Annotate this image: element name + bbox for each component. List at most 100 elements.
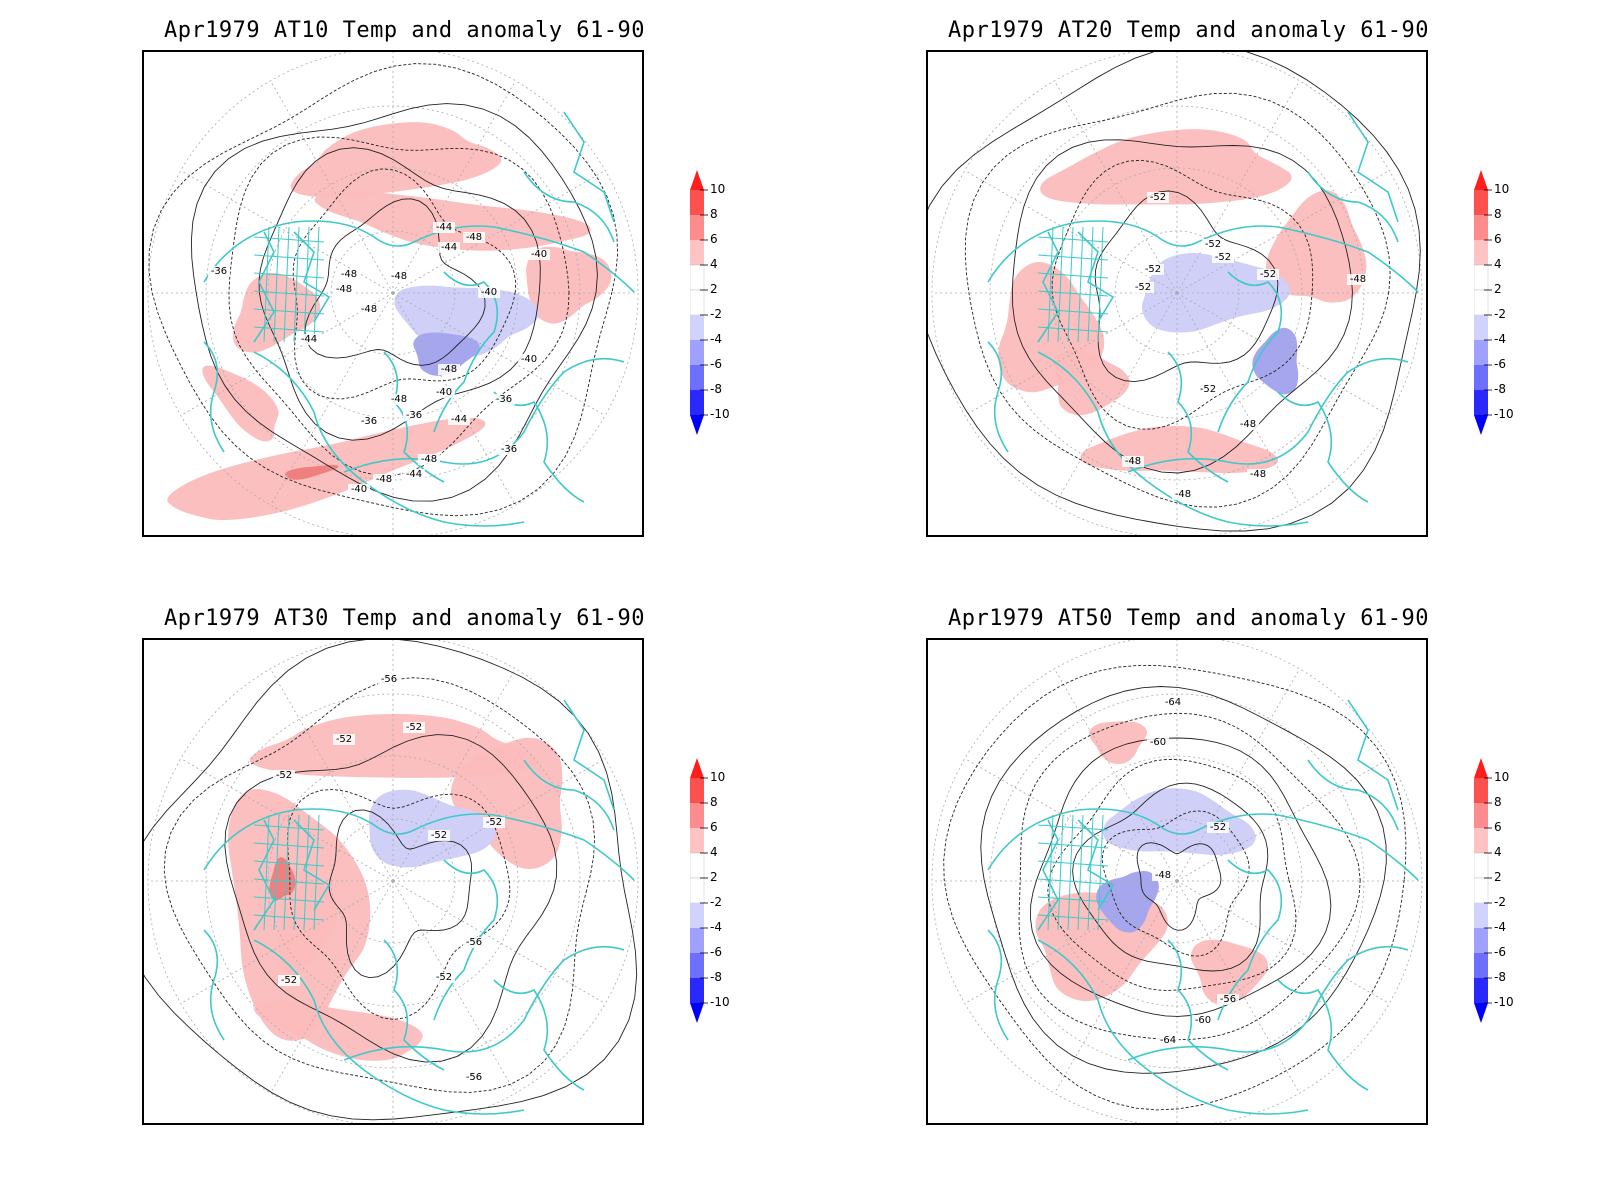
coastline [203,929,225,1041]
contour-label: -48 [1175,489,1191,500]
colorbar-swatch [1474,978,1488,1003]
contour-label-backdrop [463,232,485,243]
colorbar-swatch [690,778,704,803]
political-boundary [1077,226,1084,343]
contour-label: -48 [1250,469,1266,480]
political-boundary [1037,842,1109,849]
colorbar-swatch [690,390,704,415]
coastline [1037,939,1309,1115]
graticule [931,52,1423,535]
meridian-line [1176,292,1390,416]
contour-label-backdrop [1347,274,1369,285]
contour-label-backdrop [1152,870,1174,881]
contour-label-backdrop [1212,252,1234,263]
political-boundary [1037,272,1109,279]
temperature-contour [928,52,1421,532]
contour-label: -48 [391,394,407,405]
latitude-circle [147,640,639,1123]
meridian-line [1176,880,1300,1094]
temperature-contour [1136,842,1222,931]
colorbar-label: -4 [1494,920,1506,934]
temperature-contour [148,63,619,517]
coastlines [987,699,1419,1115]
cold-anomaly-areas [1141,253,1299,395]
contour-labels: -36-40-44-48-44-48 -48-48 -40-44-48-48-40-… [208,222,550,495]
coastline [987,341,1009,453]
colorbar-label: -8 [710,970,722,984]
contour-label: -40 [521,354,537,365]
contour-label: -64 [1160,1035,1176,1046]
contour-label: -56 [1220,994,1236,1005]
colorbar-swatch [1474,264,1489,291]
colorbar-swatch [690,340,704,365]
colorbar-swatch [690,240,704,265]
contour-label: -48 [441,364,457,375]
colorbar-label: -10 [1494,407,1514,421]
temperature-contour [1094,190,1279,383]
colorbar-label: 6 [1494,820,1502,834]
colorbar-swatch [690,264,705,291]
colorbar-label: 2 [1494,870,1502,884]
contour-label-backdrop [433,222,455,233]
political-boundary [253,290,325,297]
contour-label: -52 [406,722,422,733]
temperature-contour [943,664,1407,1111]
coastline [1217,271,1283,433]
colorbar-label: 6 [710,232,718,246]
colorbar-swatch [690,803,704,828]
contour-label-backdrop [208,266,230,277]
meridian-line [270,80,394,294]
political-boundary [263,226,270,343]
colorbar-label: -8 [1494,382,1506,396]
colorbar-label: -10 [710,995,730,1009]
coastline [1167,351,1229,483]
colorbar-top-arrow [1474,170,1488,190]
political-boundary [293,814,300,931]
contour-label: -48 [421,454,437,465]
political-boundary [253,326,325,333]
political-boundary [253,308,325,315]
latitude-circle [931,52,1423,535]
graticule [147,52,639,535]
meridian-line [180,758,394,882]
coastline [253,231,275,343]
political-boundary [253,824,325,831]
colorbar-top-arrow [690,758,704,778]
contour-label-backdrop [358,416,380,427]
contour-label-backdrop [273,770,295,781]
map-svg: -64 -60 -52 -48 -56 -60 -64 [928,640,1426,1123]
contour-label-backdrop [483,817,505,828]
contour-label: -52 [1135,282,1151,293]
meridian-line [1176,170,1390,294]
political-boundary [253,878,325,885]
contour-label: -44 [436,222,452,233]
coastline [1127,945,1409,1061]
contour-label-backdrop [418,454,440,465]
panel-title: Apr1979 AT50 Temp and anomaly 61-90 [947,606,1430,631]
political-boundary [1037,290,1109,297]
colorbar-swatch [1474,365,1488,390]
colorbar-label: -6 [1494,357,1506,371]
warm-anomaly-area [233,272,321,353]
colorbar-top-arrow [690,170,704,190]
contour-label-backdrop [493,394,515,405]
coastline [383,939,445,1071]
contour-label: -52 [486,817,502,828]
colorbar-label: -6 [1494,945,1506,959]
warm-anomaly-area [1089,721,1147,764]
colorbar-label: 6 [1494,232,1502,246]
contour-label: -52 [1145,264,1161,275]
cold-anomaly-area [1252,327,1299,395]
contour-label: -40 [436,387,452,398]
contour-label: -48 [1240,419,1256,430]
contour-label-backdrop [433,972,455,983]
coastline [1037,231,1059,343]
panel-title: Apr1979 AT20 Temp and anomaly 61-90 [947,18,1430,43]
graticule [147,640,639,1123]
meridian-line [392,170,606,294]
contour-label: -48 [336,284,352,295]
meridian-line [964,170,1178,294]
temperature-contours [144,640,638,1121]
contour-label: -36 [496,394,512,405]
colorbar-label: -4 [1494,332,1506,346]
